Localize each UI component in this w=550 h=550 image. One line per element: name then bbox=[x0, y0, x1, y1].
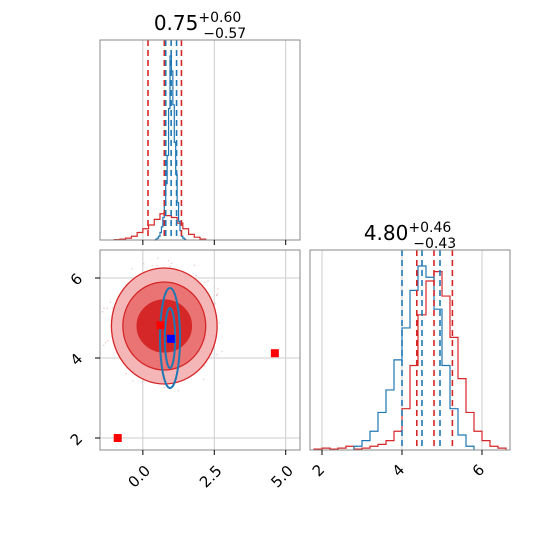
x-tick-label: 0.0 bbox=[125, 462, 155, 492]
sample-point bbox=[156, 264, 159, 267]
y-tick-label: 4 bbox=[67, 350, 86, 369]
blue-contour-level-2 bbox=[163, 307, 177, 369]
sample-point bbox=[102, 344, 105, 347]
x-tick-label: 2 bbox=[309, 461, 328, 480]
y-tick-label: 2 bbox=[67, 430, 86, 449]
sample-point bbox=[131, 380, 134, 382]
panel-3-title: 4.80+0.46 −0.43 bbox=[364, 220, 456, 252]
panel-3-title-minus: −0.43 bbox=[413, 236, 456, 252]
x-tick-label: 4 bbox=[389, 461, 408, 480]
axes-frame bbox=[309, 249, 511, 451]
sample-point bbox=[142, 262, 145, 265]
sample-point bbox=[218, 321, 221, 324]
panel-1-title-minus: −0.57 bbox=[203, 26, 246, 42]
sample-point bbox=[214, 302, 216, 305]
sample-point bbox=[109, 301, 112, 303]
sample-point bbox=[106, 307, 109, 310]
panel-1-title: 0.75+0.60 −0.57 bbox=[154, 10, 246, 42]
marker-red_marker bbox=[156, 321, 165, 330]
x-tick-label: 5.0 bbox=[267, 462, 297, 492]
sample-point bbox=[177, 389, 180, 392]
sample-point bbox=[103, 307, 105, 310]
panel-1-title-value: 0.75 bbox=[154, 11, 199, 35]
histogram-series-red bbox=[113, 213, 207, 241]
sample-point bbox=[142, 380, 144, 382]
panel-3-title-value: 4.80 bbox=[364, 221, 409, 245]
sample-point bbox=[169, 265, 171, 268]
sample-point bbox=[216, 288, 219, 290]
sample-point bbox=[217, 293, 219, 295]
y-tick-label: 6 bbox=[67, 270, 86, 289]
sample-point bbox=[125, 372, 127, 375]
sample-point bbox=[156, 257, 159, 260]
histogram-series-blue bbox=[353, 265, 475, 450]
sample-point bbox=[151, 265, 154, 267]
sample-point bbox=[163, 386, 166, 389]
sample-point bbox=[131, 268, 134, 270]
sample-point bbox=[104, 341, 107, 344]
sample-point bbox=[170, 262, 173, 264]
marker-blue_marker bbox=[166, 334, 175, 343]
histogram-series-red bbox=[313, 271, 507, 450]
sample-point bbox=[202, 378, 205, 381]
marker-red_marker bbox=[270, 349, 279, 358]
x-tick-label: 2.5 bbox=[196, 462, 226, 492]
sample-point bbox=[203, 281, 206, 283]
sample-point bbox=[111, 307, 114, 309]
sample-point bbox=[221, 350, 224, 353]
panel-1-title-plus: +0.60 bbox=[198, 10, 241, 26]
sample-point bbox=[107, 339, 109, 342]
axes-frame bbox=[99, 249, 301, 451]
sample-point bbox=[101, 310, 104, 313]
sample-point bbox=[193, 264, 196, 267]
axes-frame bbox=[99, 39, 301, 241]
sample-point bbox=[207, 279, 209, 282]
joint-contour-panel: 0.0 2.5 5.0 2 4 6 bbox=[67, 249, 301, 492]
panel-3-title-plus: +0.46 bbox=[408, 220, 451, 236]
marginal-histogram-param-2: 2 4 6 bbox=[309, 249, 511, 480]
sample-point bbox=[195, 274, 197, 277]
sample-point bbox=[167, 259, 170, 262]
x-tick-label: 6 bbox=[469, 461, 488, 480]
marker-red_marker bbox=[113, 434, 122, 442]
sample-point bbox=[216, 353, 218, 356]
blue-contour-level-1 bbox=[159, 287, 181, 389]
marginal-histogram-param-1 bbox=[99, 39, 301, 245]
sample-point bbox=[216, 294, 218, 297]
